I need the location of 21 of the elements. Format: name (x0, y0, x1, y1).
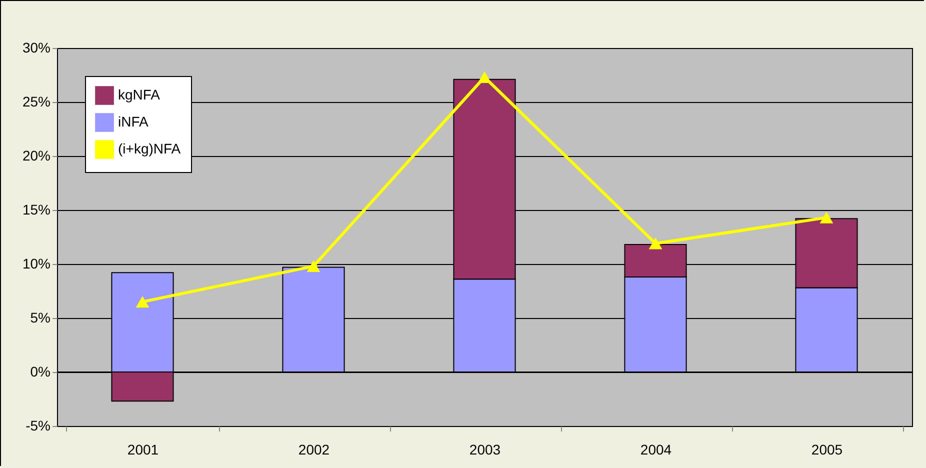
point (478, 71, 492, 83)
y-tick-label: 30% (22, 40, 50, 56)
y-tick-label: 5% (30, 310, 50, 326)
x-tick-label: 2003 (469, 442, 501, 458)
legend-label: kgNFA (118, 86, 161, 102)
x-tick-label: 2002 (298, 442, 330, 458)
x-tick-label: 2001 (127, 442, 159, 458)
point (306, 260, 320, 272)
legend-label: (i+kg)NFA (118, 140, 182, 156)
point (648, 238, 662, 250)
x-tick-label: 2005 (811, 442, 843, 458)
y-tick-label: 15% (22, 202, 50, 218)
legend-label: iNFA (118, 114, 149, 130)
y-tick-label: 20% (22, 148, 50, 164)
point (136, 296, 150, 308)
y-tick-label: 10% (22, 256, 50, 272)
y-tick-label: -5% (26, 418, 50, 434)
point (820, 212, 834, 224)
y-tick-label: 0% (30, 364, 50, 380)
x-tick-label: 2004 (640, 442, 672, 458)
y-tick-label: 25% (22, 94, 50, 110)
